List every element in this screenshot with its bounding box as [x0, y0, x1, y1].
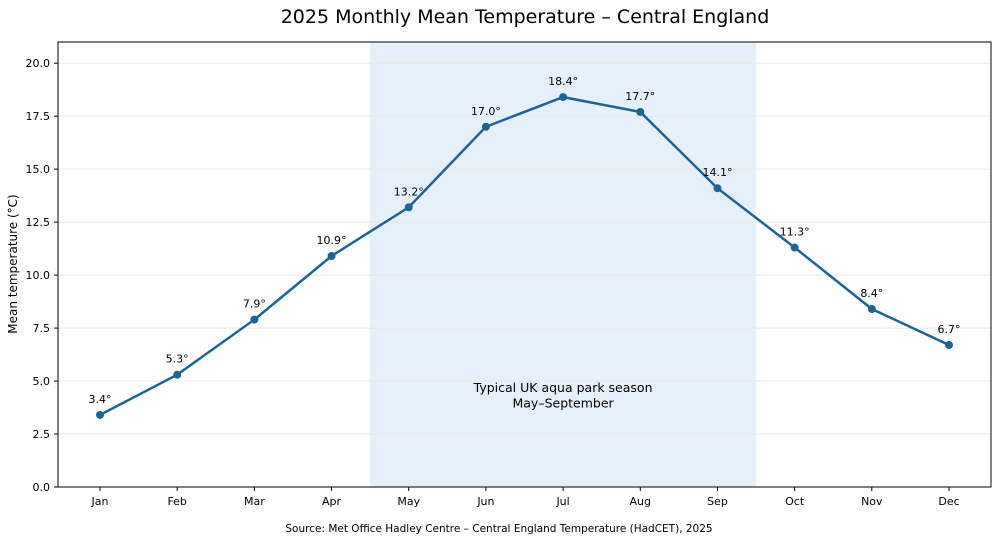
data-point: [559, 93, 568, 102]
temperature-line: [99, 95, 950, 417]
data-label: 7.9°: [243, 298, 266, 311]
data-point: [790, 243, 799, 252]
x-tick-label: Feb: [167, 495, 186, 508]
x-tick-label: Sep: [707, 495, 728, 508]
x-tick-label: Nov: [861, 495, 883, 508]
x-tick-label: Jan: [91, 495, 109, 508]
data-point: [250, 315, 259, 324]
data-points: [96, 93, 953, 419]
data-point: [481, 122, 490, 131]
season-annotation-line1: Typical UK aqua park season: [473, 380, 653, 395]
y-tick-label: 20.0: [26, 57, 51, 70]
aqua-park-season-band: [370, 42, 757, 487]
data-point: [173, 370, 182, 379]
grid-lines: [58, 62, 991, 488]
y-axis: 0.0 2.5 5.0 7.5 10.0 12.5 15.0 17.5 20.0: [26, 57, 58, 494]
data-label: 5.3°: [166, 353, 189, 366]
y-tick-label: 12.5: [26, 216, 51, 229]
season-annotation-line2: May–September: [512, 395, 614, 410]
y-tick-label: 0.0: [33, 481, 51, 494]
data-point: [327, 252, 336, 261]
chart-title: 2025 Monthly Mean Temperature – Central …: [281, 6, 770, 28]
x-tick-label: Jul: [555, 495, 569, 508]
y-tick-label: 17.5: [26, 110, 51, 123]
x-tick-label: Dec: [938, 495, 959, 508]
x-tick-label: Jun: [476, 495, 494, 508]
x-tick-label: Apr: [322, 495, 342, 508]
data-point: [636, 107, 645, 116]
source-note: Source: Met Office Hadley Centre – Centr…: [285, 523, 712, 535]
data-label: 8.4°: [860, 287, 883, 300]
data-labels: 3.4° 5.3° 7.9° 10.9° 13.2° 17.0° 18.4° 17.7° 14.…: [89, 75, 961, 406]
data-label: 18.4°: [548, 75, 578, 88]
data-point: [945, 341, 953, 350]
y-tick-label: 2.5: [33, 428, 51, 441]
y-tick-label: 5.0: [33, 375, 51, 388]
data-point: [96, 410, 104, 419]
data-point: [713, 184, 722, 193]
data-label: 14.1°: [702, 166, 732, 179]
x-tick-label: May: [397, 495, 420, 508]
data-point: [867, 305, 876, 313]
plot-frame: [57, 41, 992, 488]
data-label: 17.0°: [471, 105, 501, 118]
x-axis: Jan Feb Mar Apr May Jun Jul Aug Sep Oct Nov Dec: [91, 487, 960, 508]
x-tick-label: Mar: [244, 495, 265, 508]
data-label: 10.9°: [317, 234, 347, 247]
y-tick-label: 15.0: [26, 163, 51, 176]
y-axis-label: Mean temperature (°C): [6, 194, 20, 334]
data-label: 3.4°: [89, 393, 112, 406]
data-point: [404, 203, 413, 212]
x-tick-label: Oct: [785, 495, 805, 508]
data-label: 11.3°: [780, 226, 810, 239]
data-label: 6.7°: [938, 323, 961, 336]
data-label: 17.7°: [625, 90, 655, 103]
data-label: 13.2°: [394, 185, 424, 198]
x-tick-label: Aug: [630, 495, 651, 508]
y-tick-label: 10.0: [26, 269, 51, 282]
y-tick-label: 7.5: [33, 322, 51, 335]
